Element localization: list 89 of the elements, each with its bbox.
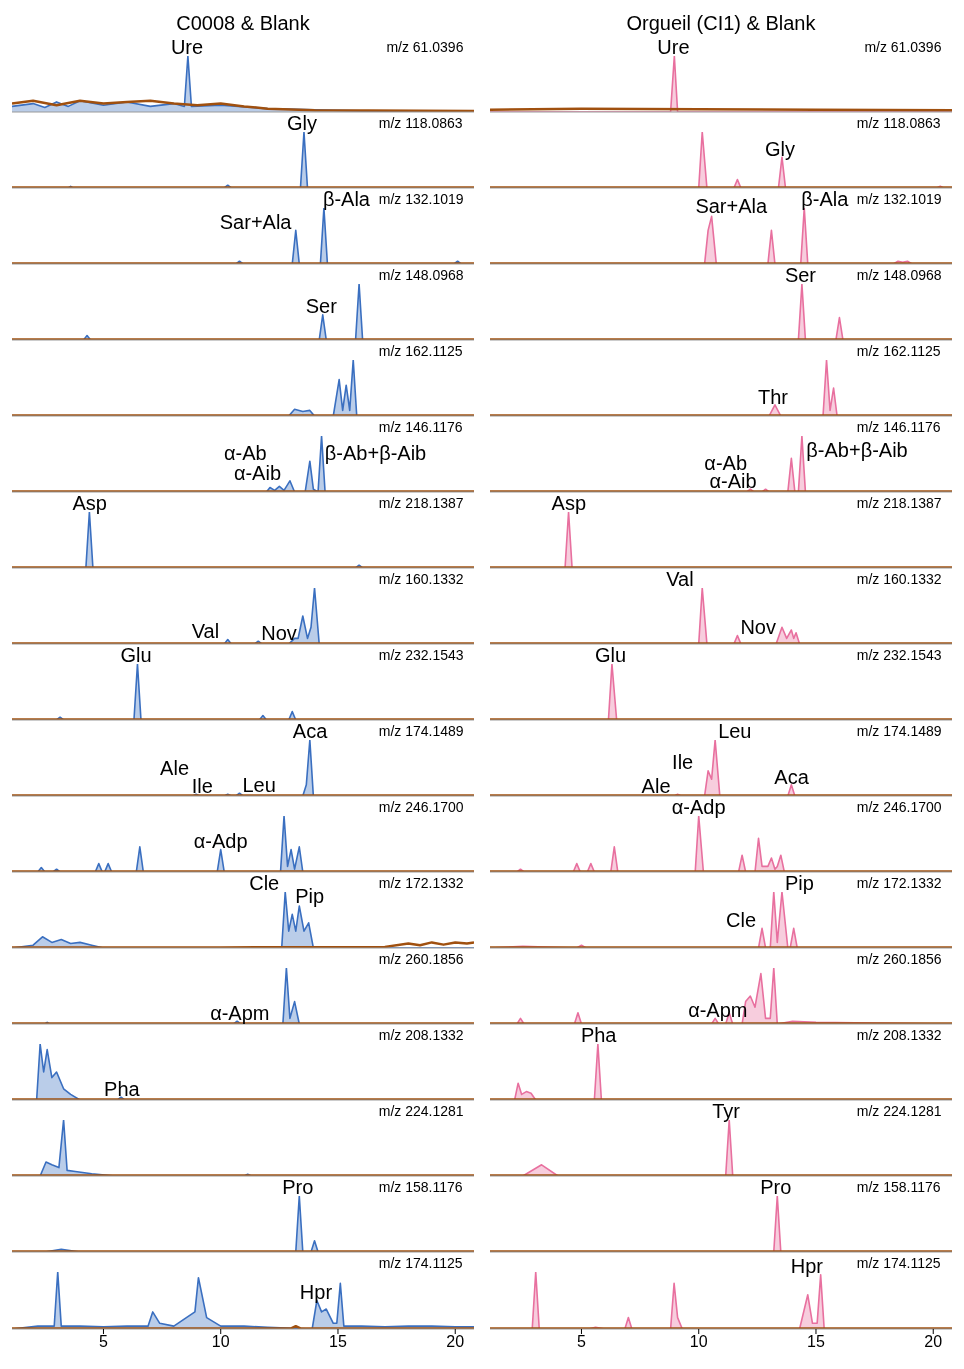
text: m/z 232.1543 [856, 646, 942, 665]
annotation: Glu [594, 644, 627, 666]
chart-title: C0008 & Blank [176, 12, 310, 34]
annotation: α-Apm [210, 1002, 270, 1025]
annotation: Thr [757, 385, 788, 408]
text: m/z 232.1543 [378, 646, 464, 665]
annotation: β-Ala [801, 188, 849, 210]
text: m/z 174.1489 [378, 722, 464, 741]
text: m/z 260.1856 [856, 950, 942, 969]
text: m/z 160.1332 [378, 570, 464, 589]
text: m/z 118.0863 [856, 114, 941, 133]
x-tick-label: 20 [924, 1333, 943, 1351]
text: m/z 172.1332 [856, 874, 942, 893]
text: m/z 148.0968 [378, 266, 464, 285]
annotation: α-Adp [671, 796, 726, 818]
text: m/z 132.1019 [856, 190, 942, 209]
x-tick-label: 10 [211, 1333, 230, 1351]
annotation: Val [191, 620, 220, 643]
annotation: α-Apm [688, 999, 748, 1022]
annotation: Ure [657, 36, 690, 58]
annotation: Gly [764, 137, 795, 160]
text: m/z 146.1176 [856, 418, 941, 437]
text: m/z 172.1332 [378, 874, 464, 893]
annotation: Glu [120, 644, 152, 666]
annotation: Cle [249, 872, 280, 894]
text: m/z 174.1125 [378, 1254, 463, 1273]
annotation: Pip [295, 884, 325, 907]
annotation: Pha [104, 1078, 140, 1101]
x-tick-label: 10 [689, 1333, 708, 1351]
annotation: Ure [170, 36, 204, 58]
annotation: β-Ala [322, 188, 370, 210]
annotation: Cle [726, 909, 757, 932]
x-tick-label: 5 [99, 1333, 109, 1351]
text: m/z 118.0863 [378, 114, 463, 133]
annotation: Ale [160, 757, 189, 780]
annotation: Asp [551, 492, 587, 514]
text: m/z 61.0396 [864, 38, 942, 57]
text: m/z 246.1700 [378, 798, 464, 817]
annotation: Pro [282, 1176, 314, 1198]
annotation: Aca [292, 720, 328, 742]
text: m/z 158.1176 [856, 1178, 941, 1197]
annotation: Leu [718, 720, 752, 742]
chart-title: Orgueil (CI1) & Blank [626, 12, 816, 34]
text: m/z 246.1700 [856, 798, 942, 817]
annotation: Ser [784, 264, 817, 286]
annotation: Gly [286, 112, 317, 134]
annotation: Hpr [790, 1254, 823, 1277]
annotation: Asp [72, 492, 107, 514]
annotation: α-Aib [709, 470, 757, 493]
x-tick-label: 15 [329, 1333, 347, 1351]
text: m/z 160.1332 [856, 570, 942, 589]
text: m/z 158.1176 [378, 1178, 463, 1197]
annotation: Nov [261, 622, 297, 645]
text: m/z 218.1387 [856, 494, 942, 513]
text: m/z 162.1125 [378, 342, 463, 361]
text: m/z 61.0396 [386, 38, 464, 57]
x-tick-label: 5 [577, 1333, 587, 1351]
annotation: Tyr [712, 1100, 740, 1122]
annotation: Sar+Ala [219, 210, 292, 233]
x-tick-label: 20 [446, 1333, 465, 1351]
annotation: Pro [760, 1176, 792, 1198]
text: m/z 174.1125 [856, 1254, 941, 1273]
annotation: Ale [641, 775, 671, 798]
text: m/z 208.1332 [378, 1026, 464, 1045]
annotation: Ile [191, 775, 213, 798]
annotation: Ile [672, 751, 694, 774]
text: m/z 132.1019 [378, 190, 464, 209]
annotation: β-Ab+β-Aib [806, 438, 908, 461]
text: m/z 260.1856 [378, 950, 464, 969]
annotation: Pha [580, 1024, 617, 1046]
annotation: Val [666, 568, 694, 590]
annotation: Sar+Ala [695, 194, 768, 217]
annotation: Nov [740, 616, 776, 639]
text: m/z 162.1125 [856, 342, 941, 361]
text: m/z 224.1281 [378, 1102, 464, 1121]
annotation: β-Ab+β-Aib [324, 441, 427, 464]
text: m/z 146.1176 [378, 418, 463, 437]
text: m/z 148.0968 [856, 266, 942, 285]
text: m/z 174.1489 [856, 722, 942, 741]
x-tick-label: 15 [807, 1333, 825, 1351]
annotation: Leu [242, 774, 276, 797]
annotation: Hpr [299, 1280, 333, 1303]
annotation: α-Adp [193, 830, 248, 853]
text: m/z 208.1332 [856, 1026, 942, 1045]
text: m/z 218.1387 [378, 494, 464, 513]
annotation: Aca [774, 765, 809, 788]
annotation: Pip [784, 872, 814, 894]
annotation: Ser [305, 295, 337, 318]
text: m/z 224.1281 [856, 1102, 942, 1121]
